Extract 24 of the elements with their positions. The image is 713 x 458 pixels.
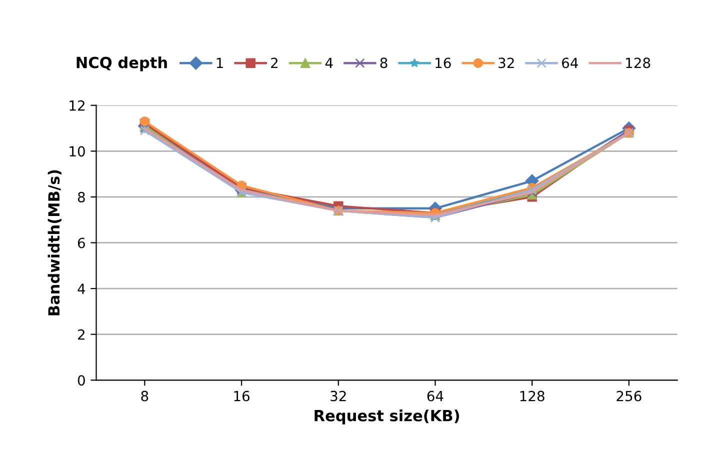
x-tick-label: 16 bbox=[234, 390, 250, 402]
y-tick-label: 12 bbox=[70, 100, 84, 111]
y-tick-label: 6 bbox=[78, 238, 85, 248]
y-tick-label: 8 bbox=[78, 192, 85, 202]
y-tick-label: 0 bbox=[78, 375, 85, 386]
x-tick-label: 128 bbox=[520, 390, 544, 402]
legend-label: 16 bbox=[436, 58, 451, 68]
y-tick-label: 2 bbox=[78, 329, 84, 340]
x-tick-label: 32 bbox=[330, 390, 346, 402]
legend-label: 8 bbox=[380, 58, 388, 68]
y-tick-label: 4 bbox=[78, 284, 86, 294]
x-tick-label: 8 bbox=[141, 390, 148, 402]
legend-title: NCQ depth bbox=[76, 56, 167, 72]
x-axis-title: Request size(KB) bbox=[314, 410, 460, 424]
y-tick-label: 10 bbox=[70, 146, 85, 157]
y-axis-title: Bandwidth(MB/s) bbox=[48, 170, 62, 316]
legend-label: 1 bbox=[216, 58, 223, 68]
legend-label: 4 bbox=[325, 58, 333, 68]
legend-label: 64 bbox=[562, 58, 578, 68]
legend-label: 2 bbox=[271, 58, 278, 68]
legend-label: 32 bbox=[498, 58, 514, 68]
x-tick-label: 256 bbox=[616, 390, 642, 402]
legend-label: 128 bbox=[626, 58, 650, 68]
x-tick-label: 64 bbox=[427, 390, 444, 402]
